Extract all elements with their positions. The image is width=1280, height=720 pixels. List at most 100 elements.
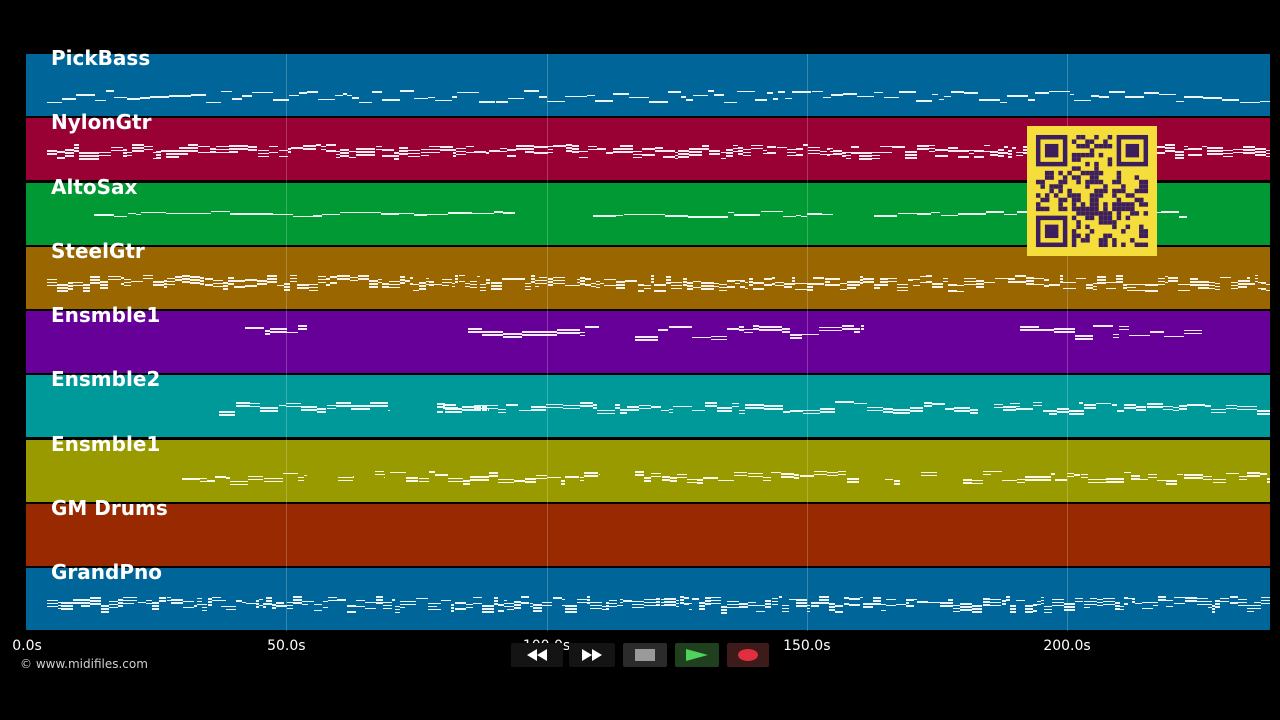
note [1162, 405, 1174, 408]
note [654, 146, 664, 149]
note [493, 211, 503, 213]
note [826, 474, 839, 477]
note [1044, 608, 1053, 611]
note [61, 608, 74, 610]
note [650, 281, 654, 283]
note [349, 279, 358, 282]
note [732, 402, 740, 405]
note [1254, 280, 1258, 283]
note [255, 606, 259, 608]
note [531, 405, 546, 408]
note [679, 596, 685, 598]
note [958, 156, 969, 158]
note [73, 602, 81, 604]
note [251, 91, 273, 94]
note [764, 278, 772, 280]
note [661, 479, 670, 481]
rewind-button[interactable] [511, 643, 563, 667]
note [408, 149, 421, 152]
note [818, 599, 829, 601]
note [565, 611, 577, 613]
note [123, 281, 131, 284]
note [984, 150, 991, 153]
note [1239, 478, 1248, 481]
note [556, 329, 580, 331]
note [795, 605, 808, 607]
note [164, 280, 168, 282]
note [1237, 408, 1257, 411]
note [518, 409, 532, 412]
note [1256, 413, 1270, 416]
note [565, 608, 577, 610]
note [263, 477, 283, 480]
note [885, 604, 897, 607]
note [1056, 408, 1069, 410]
note [1041, 602, 1044, 605]
note [1093, 325, 1113, 327]
play-button[interactable] [675, 643, 719, 667]
note [374, 470, 385, 473]
note [223, 288, 228, 290]
note [298, 479, 304, 482]
note [587, 145, 597, 148]
note [371, 91, 382, 93]
note [301, 603, 308, 606]
credit-text: © www.midifiles.com [20, 657, 148, 671]
note [882, 411, 894, 413]
note [605, 605, 609, 607]
note [1201, 145, 1208, 148]
record-button[interactable] [727, 643, 769, 667]
note [513, 601, 522, 603]
note [565, 284, 577, 287]
note [393, 155, 399, 157]
note [288, 94, 300, 97]
fast-forward-button[interactable] [569, 643, 615, 667]
note [1007, 281, 1016, 283]
note [545, 406, 563, 409]
note [473, 404, 488, 407]
note [735, 279, 740, 282]
note [546, 100, 566, 103]
note [1083, 600, 1091, 603]
track-name: Ensmble2 [51, 367, 161, 392]
note [587, 148, 597, 151]
note [791, 277, 795, 279]
note [866, 406, 883, 409]
note [221, 90, 233, 93]
note [677, 476, 687, 479]
note [228, 145, 238, 147]
note [101, 608, 109, 610]
note [959, 609, 972, 611]
note [258, 598, 264, 601]
note [497, 604, 504, 606]
note [580, 280, 585, 282]
note [429, 148, 441, 151]
note [939, 605, 948, 607]
note [1219, 276, 1231, 279]
note [78, 155, 90, 157]
note [199, 477, 208, 480]
note [1006, 95, 1028, 97]
note [321, 148, 326, 151]
note [247, 475, 264, 478]
grid-line [1067, 54, 1068, 631]
note [1115, 608, 1120, 610]
note [46, 281, 57, 284]
note [508, 97, 525, 100]
note [355, 599, 366, 602]
note [204, 278, 213, 281]
note [1049, 410, 1057, 413]
note [535, 474, 547, 477]
note [218, 410, 236, 413]
note [1148, 473, 1157, 476]
note [90, 597, 102, 599]
track-name: PickBass [51, 46, 151, 70]
stop-button[interactable] [623, 643, 667, 667]
note [481, 406, 488, 408]
note [108, 603, 119, 606]
note [1034, 92, 1049, 94]
note [377, 278, 383, 281]
time-tick-label: 150.0s [783, 638, 831, 654]
note [1261, 288, 1267, 290]
note [441, 599, 452, 602]
